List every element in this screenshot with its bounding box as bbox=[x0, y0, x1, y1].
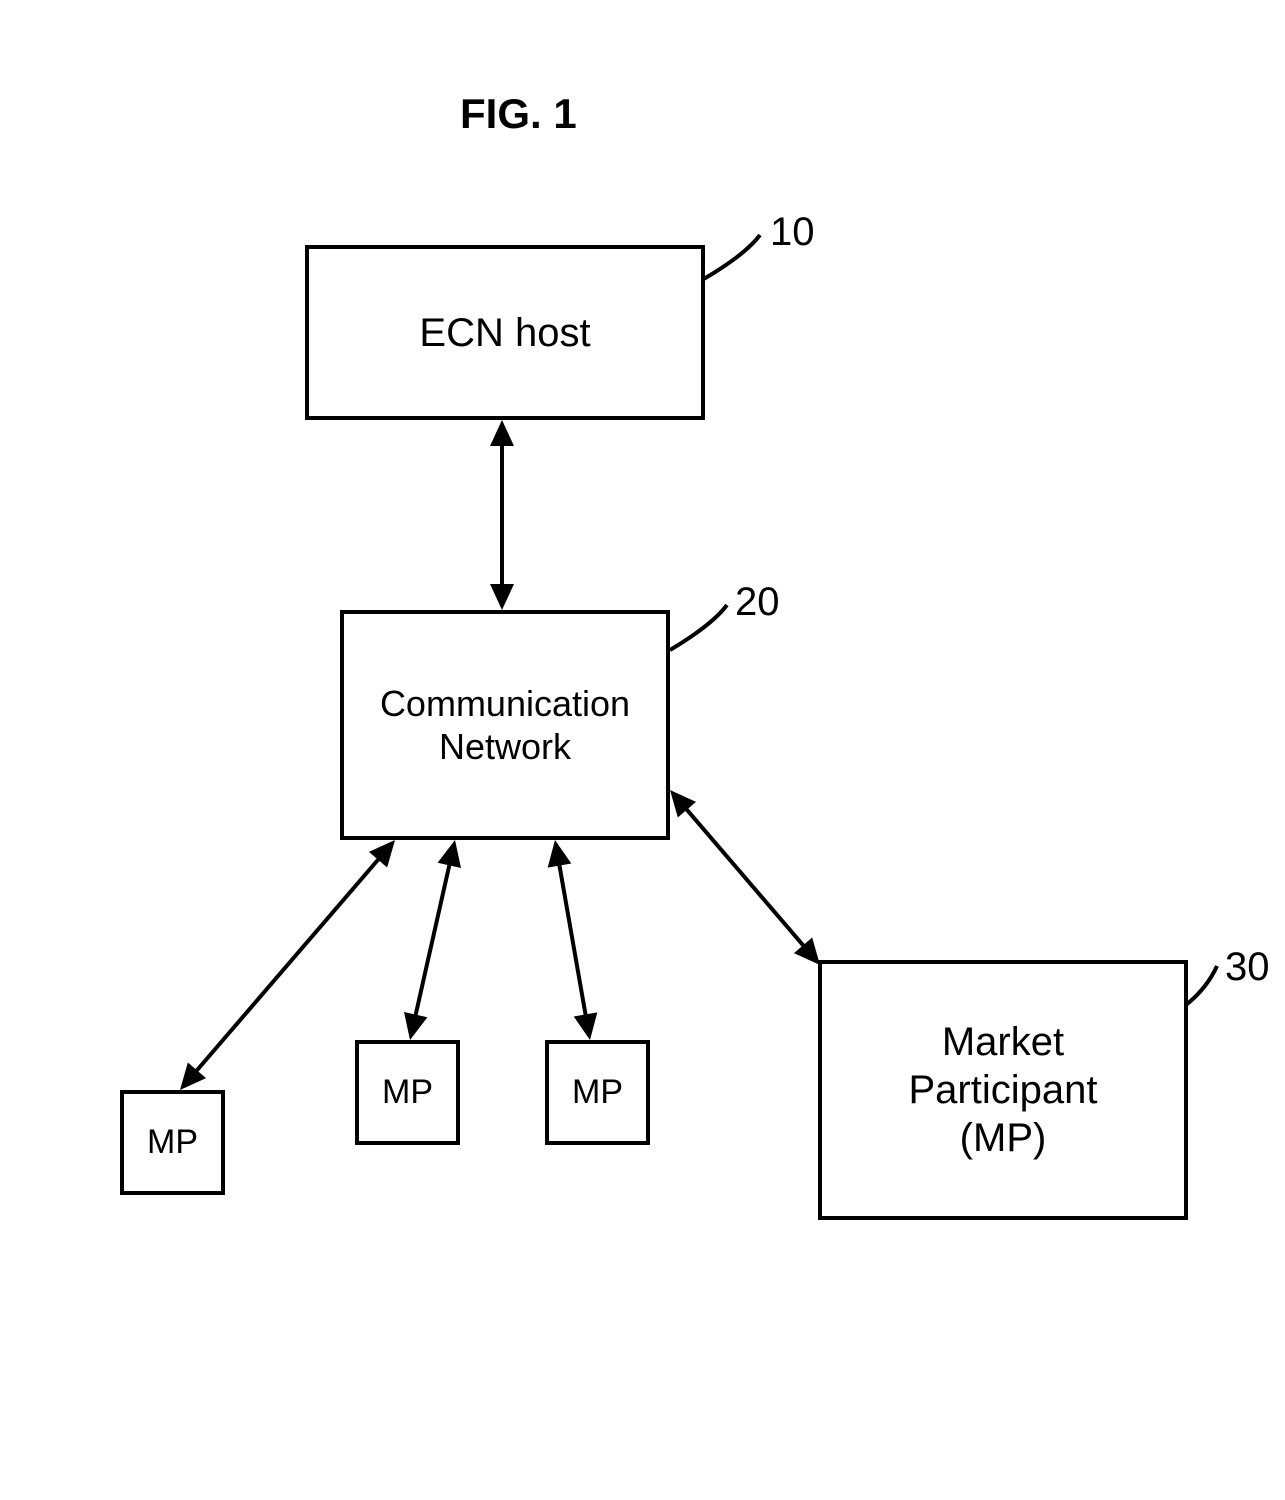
node-mp-large-label: MarketParticipant(MP) bbox=[909, 1018, 1098, 1162]
node-mp-1: MP bbox=[120, 1090, 225, 1195]
ref-label-10: 10 bbox=[770, 210, 815, 255]
node-comm-network: CommunicationNetwork bbox=[340, 610, 670, 840]
figure-title: FIG. 1 bbox=[460, 90, 577, 138]
node-mp-3: MP bbox=[545, 1040, 650, 1145]
ref-label-20: 20 bbox=[735, 580, 780, 625]
ref-label-30: 30 bbox=[1225, 945, 1270, 990]
node-mp1-label: MP bbox=[147, 1122, 198, 1163]
diagram-canvas: FIG. 1 ECN host CommunicationNetwork Mar… bbox=[0, 0, 1285, 1500]
node-mp2-label: MP bbox=[382, 1072, 433, 1113]
node-mp-2: MP bbox=[355, 1040, 460, 1145]
node-market-participant-large: MarketParticipant(MP) bbox=[818, 960, 1188, 1220]
node-ecn-host-label: ECN host bbox=[419, 309, 590, 357]
node-comm-network-label: CommunicationNetwork bbox=[380, 682, 630, 768]
node-ecn-host: ECN host bbox=[305, 245, 705, 420]
node-mp3-label: MP bbox=[572, 1072, 623, 1113]
